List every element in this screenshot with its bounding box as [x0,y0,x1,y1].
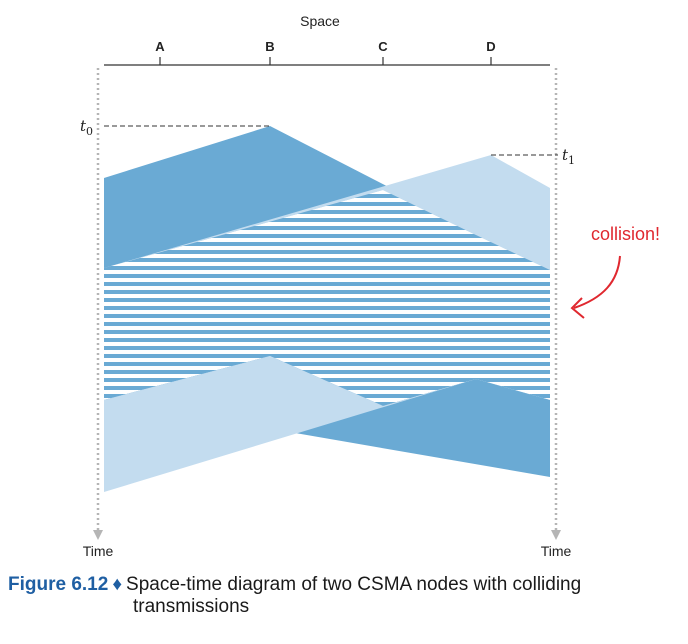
collision-stripe [104,222,550,226]
caption-text-line2: transmissions [133,596,250,617]
collision-stripe [104,262,550,266]
collision-stripe [104,238,550,242]
collision-stripe [104,318,550,322]
collision-stripe [104,326,550,330]
time-label-left: Time [83,543,114,559]
collision-stripe [104,302,550,306]
t1-label: t1 [562,146,575,167]
collision-stripe [104,270,550,274]
node-ticks [159,57,492,65]
collision-label: collision! [591,224,660,244]
collision-stripe [104,366,550,370]
collision-stripe [104,294,550,298]
collision-stripe [104,230,550,234]
time-label-right: Time [541,543,572,559]
collision-stripe [104,206,550,210]
collision-stripe [104,374,550,378]
space-time-diagram: Space A B C D t0 t1 collision! Time Time [80,13,660,559]
collision-stripe [104,342,550,346]
node-label-d: D [486,39,495,54]
time-arrow-left [93,530,103,540]
caption-text-line1: Space-time diagram of two CSMA nodes wit… [126,574,582,595]
collision-stripe [104,278,550,282]
time-arrow-right [551,530,561,540]
node-b-transmission-end [104,356,476,492]
collision-stripe [104,246,550,250]
collision-arrowhead [570,297,585,319]
space-axis-label: Space [300,13,340,29]
collision-stripe [104,350,550,354]
node-label-a: A [155,39,165,54]
caption-bullet: ♦ [112,574,123,595]
collision-stripe [104,214,550,218]
figure-number: Figure 6.12 [8,574,109,595]
collision-stripe [104,286,550,290]
collision-stripe [104,310,550,314]
collision-stripe [104,334,550,338]
node-label-c: C [378,39,388,54]
t0-label: t0 [80,117,93,138]
node-label-b: B [265,39,274,54]
figure-caption: Figure 6.12 ♦ Space-time diagram of two CS… [8,574,680,618]
collision-stripe [104,254,550,258]
collision-region [104,190,550,406]
collision-arrow [573,255,621,309]
collision-stripe [104,358,550,362]
